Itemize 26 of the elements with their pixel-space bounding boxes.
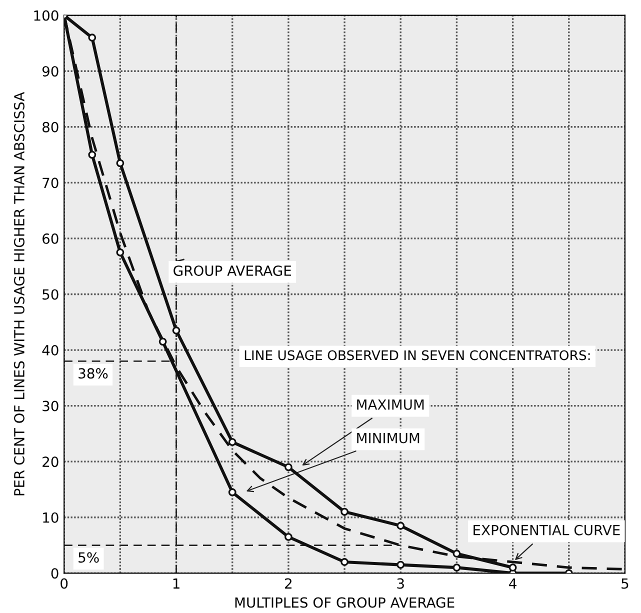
annotation: LINE USAGE OBSERVED IN SEVEN CONCENTRATORS:	[244, 350, 590, 360]
x-tick-label: 3	[397, 578, 404, 589]
ref-line-label: 38%	[78, 368, 108, 379]
x-axis-title: MULTIPLES OF GROUP AVERAGE	[235, 597, 454, 608]
y-tick-label: 100	[34, 10, 58, 21]
y-tick-label: 40	[42, 344, 58, 356]
ref-line-label: GROUP AVERAGE	[174, 265, 292, 276]
x-tick-label: 1	[173, 578, 180, 589]
y-tick-label: 50	[42, 289, 58, 300]
ref-line-label: 5%	[78, 552, 99, 563]
y-tick-label: 20	[42, 456, 58, 468]
y-tick-label: 90	[42, 66, 58, 77]
series-label: EXPONENTIAL CURVE	[474, 524, 620, 536]
y-tick-label: 80	[42, 122, 58, 132]
y-tick-label: 60	[42, 233, 58, 244]
x-tick-label: 2	[285, 578, 292, 589]
y-tick-label: 30	[42, 400, 58, 412]
y-tick-label: 70	[42, 178, 58, 188]
y-tick-label: 10	[43, 512, 58, 523]
x-tick-label: 4	[509, 578, 516, 589]
x-tick-label: 5	[622, 578, 628, 589]
text: MINIMUM	[357, 432, 420, 444]
x-tick-label: 0	[60, 578, 68, 589]
y-axis-title: PER CENT OF LINES WITH USAGE HIGHER THAN ABSCISSA	[14, 92, 24, 496]
text: MAXIMUM	[357, 400, 424, 410]
y-tick-label: 0	[51, 568, 58, 579]
